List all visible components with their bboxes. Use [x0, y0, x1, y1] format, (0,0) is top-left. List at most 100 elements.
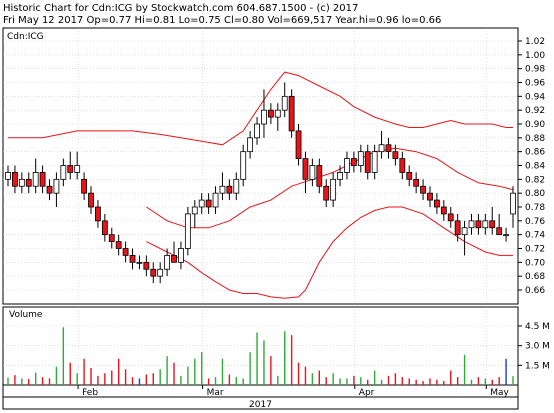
candlestick [205, 193, 212, 214]
candle-body [482, 220, 489, 229]
candle-body [184, 213, 191, 249]
price-tick-label: 0.90 [525, 120, 545, 130]
candle-body [461, 227, 468, 236]
price-tick-label: 0.92 [525, 106, 545, 116]
candlestick [95, 200, 101, 228]
candle-body [281, 95, 288, 111]
candle-body [240, 151, 247, 180]
candlestick [39, 165, 46, 194]
price-tick-label: 1.00 [525, 51, 545, 61]
year-label: 2017 [249, 400, 272, 410]
candlestick [288, 89, 295, 138]
price-panel-frame [2, 27, 519, 305]
price-tick-label: 0.72 [525, 245, 545, 255]
candle-body [88, 192, 94, 208]
candle-body [164, 255, 171, 270]
candle-body [323, 185, 330, 201]
candlestick [198, 193, 205, 214]
candlestick [274, 103, 281, 131]
candlestick [420, 179, 426, 201]
candle-body [122, 248, 129, 256]
candlestick [309, 158, 316, 187]
candle-body [288, 95, 295, 132]
candle-body [101, 220, 108, 236]
candle-body [129, 255, 136, 263]
candlestick [475, 213, 482, 235]
candle-body [150, 268, 157, 277]
candlestick [150, 262, 157, 284]
candle-body [316, 165, 323, 187]
candle-body [406, 172, 413, 180]
candlestick [88, 186, 94, 214]
price-tick-label: 0.84 [525, 162, 545, 172]
candle-body [420, 185, 426, 194]
candlestick [447, 207, 454, 228]
candlestick [81, 172, 87, 201]
candle-body [295, 130, 302, 159]
candle-body [510, 192, 516, 215]
candle-body [503, 234, 509, 237]
middle-band-line [146, 147, 514, 229]
candle-body [191, 206, 198, 215]
candle-body [95, 206, 101, 222]
candle-body [350, 158, 357, 166]
candle-body [157, 268, 164, 277]
candle-body [233, 178, 240, 194]
candlestick [261, 89, 267, 138]
candle-body [378, 144, 385, 153]
candlestick [357, 144, 364, 173]
price-tick-label: 0.88 [525, 134, 545, 144]
candlestick [461, 220, 468, 256]
chart-header-title: Historic Chart for Cdn:ICG by Stockwatch… [3, 3, 359, 14]
candle-body [136, 261, 143, 264]
volume-tick-label: 4.5 M [525, 322, 550, 332]
candle-body [53, 178, 60, 194]
candle-body [357, 151, 364, 166]
candlestick [191, 200, 198, 228]
candle-body [344, 158, 350, 173]
x-axis-frame [2, 384, 519, 398]
candle-body [496, 227, 503, 236]
price-tick-label: 0.80 [525, 189, 545, 199]
candle-body [219, 185, 226, 194]
candlestick [337, 165, 343, 187]
candle-body [254, 123, 260, 139]
price-panel-label: Cdn:ICG [7, 32, 44, 42]
volume-panel-label: Volume [9, 310, 43, 320]
candle-body [447, 213, 454, 222]
x-tick-label: Mar [207, 388, 224, 398]
candlestick [122, 241, 129, 263]
candlestick [510, 186, 516, 228]
volume-tick-label: 1.5 M [525, 361, 550, 371]
candle-body [274, 109, 281, 118]
candlestick [115, 234, 122, 256]
candlestick [184, 207, 191, 256]
lower-band-line [146, 206, 513, 299]
candlestick [316, 158, 323, 194]
candle-body [198, 199, 205, 208]
candle-body [60, 165, 67, 180]
candle-body [39, 172, 46, 187]
price-tick-label: 0.98 [525, 65, 545, 75]
candle-body [427, 192, 433, 201]
candlestick [371, 144, 378, 180]
candle-body [108, 234, 115, 242]
price-tick-label: 0.66 [525, 286, 545, 296]
candlestick [233, 172, 240, 201]
candlestick [12, 165, 18, 194]
chart-header-quote: Fri May 12 2017 Op=0.77 Hi=0.81 Lo=0.75 … [3, 15, 442, 26]
candle-body [475, 220, 482, 229]
candlestick [378, 130, 385, 159]
candle-body [399, 158, 406, 173]
candle-body [413, 178, 420, 187]
candle-body [309, 165, 316, 180]
candlestick [254, 117, 260, 145]
price-tick-label: 0.82 [525, 175, 545, 185]
candle-body [468, 220, 475, 229]
candle-body [261, 109, 267, 125]
candlestick [101, 213, 108, 242]
price-tick-label: 0.68 [525, 272, 545, 282]
candle-body [12, 172, 18, 187]
